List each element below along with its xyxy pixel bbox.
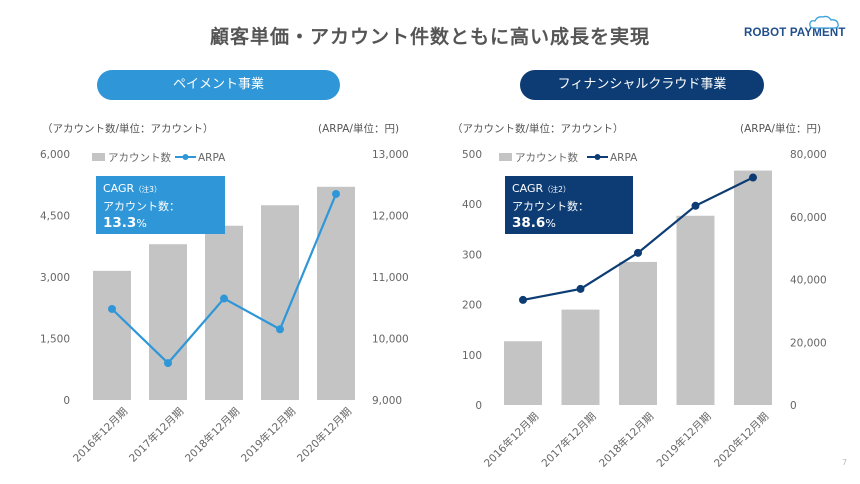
x-tick-label: 2017年12月期 [539, 410, 599, 470]
legend-line-label: ARPA [610, 152, 638, 164]
account-bar [149, 244, 187, 400]
finance-segment-pill: フィナンシャルクラウド事業 [520, 70, 764, 100]
page-number: 7 [842, 458, 848, 467]
y-right-tick-label: 11,000 [372, 272, 409, 284]
payment-cagr-box: CAGR（注3） アカウント数： 13.3% ARPA：4.2% [96, 176, 225, 248]
arpa-point [108, 304, 116, 313]
arpa-point [691, 201, 700, 210]
cagr-label: CAGR [103, 182, 135, 195]
right-unit-arpa: (ARPA/単位：円) [740, 123, 822, 135]
arpa-point [749, 173, 757, 182]
y-right-tick-label: 9,000 [372, 395, 402, 407]
account-bar [504, 341, 542, 405]
cagr-accounts-label: アカウント数： [512, 200, 589, 213]
x-tick-label: 2018年12月期 [596, 410, 656, 470]
x-tick-label: 2019年12月期 [654, 410, 714, 470]
cagr-arpa-pct: % [584, 234, 596, 247]
cagr-note: （注2） [543, 185, 571, 194]
legend-bar-swatch [92, 153, 105, 161]
cagr-accounts-value: 13.3 [103, 215, 137, 231]
arpa-point [576, 284, 585, 293]
y-left-tick-label: 100 [462, 350, 482, 362]
arpa-point [332, 189, 340, 198]
y-right-tick-label: 12,000 [372, 211, 409, 223]
legend-bar-label: アカウント数 [108, 151, 171, 164]
account-bar [676, 215, 715, 405]
x-tick-label: 2016年12月期 [481, 410, 541, 470]
y-left-tick-label: 0 [475, 400, 482, 412]
arpa-point [164, 359, 172, 368]
cagr-accounts-value: 38.6 [512, 215, 546, 231]
arpa-point [276, 325, 284, 334]
cagr-arpa-value: 20.9 [551, 232, 585, 248]
y-left-tick-label: 3,000 [40, 272, 70, 284]
cagr-accounts-label: アカウント数： [103, 200, 180, 213]
y-left-tick-label: 300 [462, 249, 482, 261]
cagr-accounts-pct: % [545, 217, 556, 230]
account-bar [619, 261, 657, 405]
account-bar [734, 170, 772, 405]
y-left-tick-label: 500 [462, 149, 482, 161]
account-bar [261, 205, 299, 400]
cagr-accounts-pct: % [136, 217, 147, 230]
x-tick-label: 2020年12月期 [711, 410, 771, 470]
x-tick-label: 2018年12月期 [182, 405, 242, 465]
legend-line-label: ARPA [198, 152, 226, 164]
logo-text: ROBOT PAYMENT [744, 27, 846, 39]
y-right-tick-label: 0 [790, 400, 797, 412]
y-left-tick-label: 400 [462, 199, 482, 211]
arpa-point [519, 295, 527, 304]
y-right-tick-label: 20,000 [790, 337, 827, 349]
y-left-tick-label: 4,500 [40, 211, 70, 223]
robot-payment-logo: ROBOT PAYMENT [744, 15, 848, 45]
y-left-tick-label: 1,500 [40, 334, 70, 346]
x-tick-label: 2017年12月期 [126, 405, 186, 465]
y-left-tick-label: 0 [63, 395, 70, 407]
left-unit-accounts: （アカウント数/単位：アカウント） [42, 123, 214, 135]
account-bar [317, 186, 355, 400]
slide-title: 顧客単価・アカウント件数ともに高い成長を実現 [209, 26, 650, 48]
account-bar [93, 270, 131, 400]
legend-bar-label: アカウント数 [515, 151, 578, 164]
y-right-tick-label: 40,000 [790, 275, 827, 287]
account-bar [561, 309, 600, 405]
y-left-tick-label: 200 [462, 300, 482, 312]
cagr-arpa-value: 4.2 [142, 232, 167, 248]
cagr-label: CAGR [512, 182, 544, 195]
legend-line-marker [182, 154, 189, 160]
x-tick-label: 2019年12月期 [238, 405, 298, 465]
y-right-tick-label: 80,000 [790, 149, 827, 161]
right-unit-accounts: （アカウント数/単位：アカウント） [452, 123, 624, 135]
x-tick-label: 2016年12月期 [70, 405, 130, 465]
x-tick-label: 2020年12月期 [294, 405, 354, 465]
right-legend: アカウント数 ARPA [499, 151, 638, 164]
cagr-arpa-pct: % [166, 234, 177, 247]
payment-segment-pill: ペイメント事業 [97, 70, 340, 100]
cagr-note: （注3） [134, 185, 162, 194]
legend-bar-swatch [499, 153, 512, 161]
y-right-tick-label: 10,000 [372, 334, 409, 346]
left-legend: アカウント数 ARPA [92, 151, 226, 164]
left-unit-arpa: (ARPA/単位：円) [318, 123, 400, 135]
cloud-icon [809, 15, 839, 29]
legend-line-marker [594, 154, 601, 160]
finance-cagr-box: CAGR（注2） アカウント数： 38.6% ARPA：20.9% [505, 176, 633, 248]
cagr-arpa-label: ARPA： [512, 234, 552, 247]
y-right-tick-label: 60,000 [790, 212, 827, 224]
y-left-tick-label: 6,000 [40, 149, 70, 161]
cagr-arpa-label: ARPA： [103, 234, 143, 247]
y-right-tick-label: 13,000 [372, 149, 409, 161]
arpa-point [634, 248, 642, 257]
arpa-point [220, 294, 228, 303]
